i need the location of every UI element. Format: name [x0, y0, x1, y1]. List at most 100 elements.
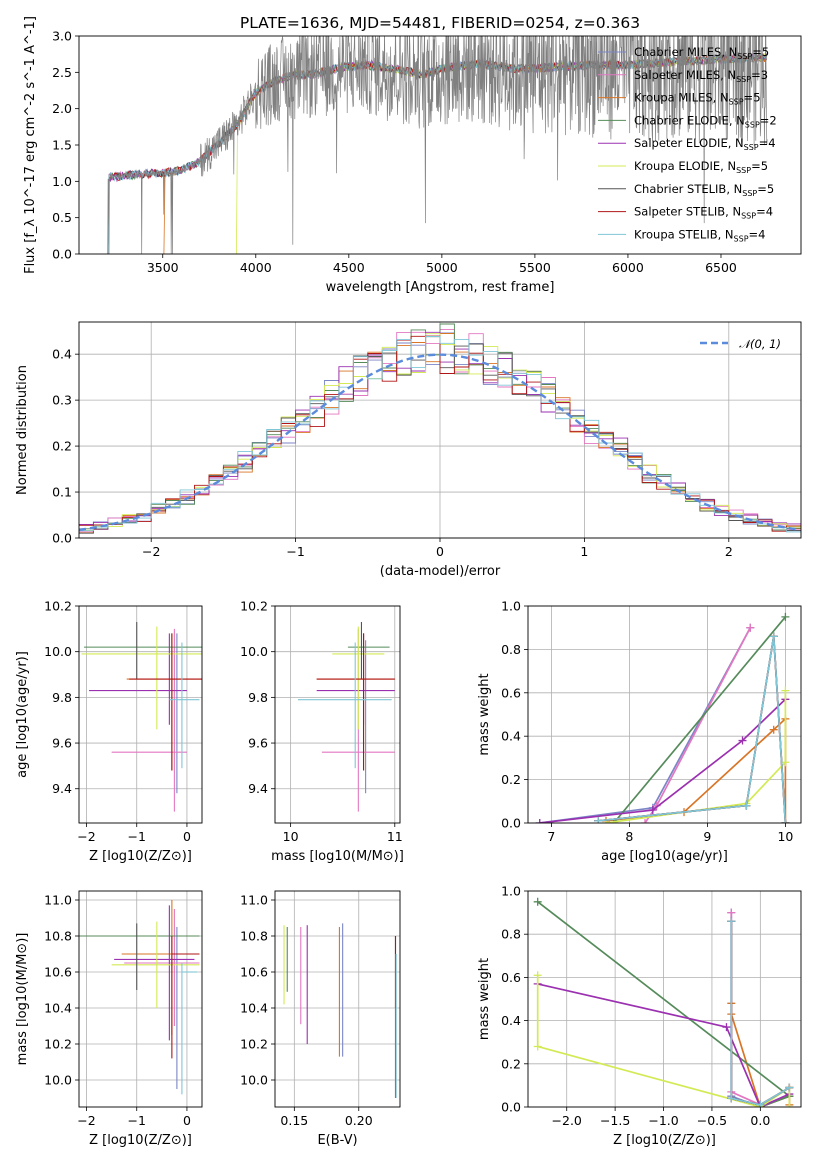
- mass-weight-marker: [746, 623, 755, 632]
- y-tick-label: 10.2: [44, 1037, 72, 1052]
- y-tick-label: 0.0: [52, 531, 72, 546]
- x-tick-label: 4000: [240, 260, 272, 275]
- y-tick-label: 3.0: [52, 29, 72, 44]
- legend-label: Salpeter STELIB, NSSP=4: [634, 205, 773, 221]
- y-tick-label: 9.6: [52, 736, 72, 751]
- mass-weight-marker: [594, 816, 603, 823]
- mass-weight-marker: [781, 686, 790, 695]
- mass-weight-marker: [648, 805, 657, 814]
- mass-weight-marker: [533, 1042, 542, 1051]
- mass-weight-marker: [781, 819, 790, 823]
- y-tick-label: 10.8: [240, 929, 268, 944]
- legend-label: Chabrier STELIB, NSSP=5: [634, 182, 774, 198]
- plot-area: [297, 621, 395, 812]
- y-tick-label: 0.6: [501, 685, 521, 700]
- x-tick-label: −2: [77, 829, 95, 844]
- y-tick-label: 1.5: [52, 138, 72, 153]
- y-axis-label: age [log10(age/yr)]: [15, 651, 30, 778]
- x-axis-label: Z [log10(Z/Z⊙)]: [613, 1133, 716, 1148]
- y-tick-label: 0.2: [501, 1056, 521, 1071]
- mass-weight-line: [598, 636, 787, 823]
- mass-weight-line: [537, 983, 790, 1107]
- plot-area: [533, 897, 794, 1107]
- legend-label: Kroupa STELIB, NSSP=4: [634, 227, 766, 243]
- x-tick-label: 11: [387, 829, 403, 844]
- x-tick-label: 3500: [147, 260, 179, 275]
- x-tick-label: 0: [183, 1113, 191, 1128]
- grid-lines: [79, 605, 202, 823]
- plot-area: [79, 323, 801, 534]
- y-tick-label: 0.8: [501, 927, 521, 942]
- grid-lines: [275, 605, 400, 823]
- x-axis-label: Z [log10(Z/Z⊙)]: [89, 849, 192, 864]
- mass-weight-marker: [785, 1083, 794, 1092]
- x-axis-label: mass [log10(M/M⊙)]: [271, 849, 404, 864]
- axes: 0.15 0.20 10.0 10.2 10.4 10.6 10.8 11.0 E(B-V): [240, 890, 401, 1148]
- x-axis-label: Z [log10(Z/Z⊙)]: [89, 1133, 192, 1148]
- legend-label: 𝒩(0, 1): [739, 337, 781, 351]
- residual-histogram-line: [79, 336, 801, 533]
- x-tick-label: 0.15: [280, 1113, 308, 1128]
- mass-weight-line: [539, 698, 786, 823]
- x-tick-label: −2: [77, 1113, 95, 1128]
- axes-frame: [78, 35, 802, 255]
- mass-vs-reddening-panel: 0.15 0.20 10.0 10.2 10.4 10.6 10.8 11.0 E(B-V): [240, 890, 401, 1148]
- axes-frame: [78, 321, 802, 539]
- age-vs-metallicity-panel: −2 −1 0 9.4 9.6 9.8 10.0 10.2 Z [log10(Z/Z⊙)] age…: [15, 599, 203, 864]
- x-tick-label: 0.20: [345, 1113, 373, 1128]
- x-axis-label: wavelength [Angstrom, rest frame]: [326, 280, 555, 295]
- x-tick-label: 7: [547, 829, 555, 844]
- y-tick-label: 10.2: [44, 599, 72, 614]
- y-tick-label: 10.0: [240, 1073, 268, 1088]
- mass-weight-marker: [781, 612, 790, 621]
- axes-frame: [78, 890, 203, 1108]
- y-tick-label: 0.0: [501, 1100, 521, 1115]
- y-tick-label: 9.8: [52, 690, 72, 705]
- x-tick-label: 6500: [705, 260, 737, 275]
- legend-label: Chabrier MILES, NSSP=5: [634, 45, 769, 61]
- mass-weight-marker: [769, 725, 778, 734]
- x-tick-label: −2: [142, 544, 160, 559]
- legend-label: Kroupa MILES, NSSP=5: [634, 91, 761, 107]
- mass-weight-line: [730, 912, 761, 1106]
- mass-weight-marker: [641, 819, 649, 823]
- y-tick-label: 0.0: [501, 816, 521, 831]
- y-tick-label: 10.0: [44, 644, 72, 659]
- y-tick-label: 9.6: [248, 736, 268, 751]
- y-tick-label: 0.5: [52, 210, 72, 225]
- observed-spectrum-line: [106, 36, 768, 254]
- mass-vs-metallicity-panel: −2 −1 0 10.0 10.2 10.4 10.6 10.8 11.0 Z [log10(Z/…: [15, 890, 203, 1148]
- y-tick-label: 1.0: [501, 884, 521, 899]
- x-tick-label: 4500: [333, 260, 365, 275]
- axes: 7 8 9 10 0.0 0.2 0.4 0.6 0.8 1.0 age [log10(age/yr…: [477, 599, 802, 864]
- x-tick-label: −0.5: [697, 1113, 727, 1128]
- y-tick-label: 0.4: [501, 729, 521, 744]
- axes: −2 −1 0 9.4 9.6 9.8 10.0 10.2 Z [log10(Z/Z⊙)] age…: [15, 599, 203, 864]
- y-axis-label: mass [log10(M/M⊙)]: [15, 933, 30, 1066]
- x-tick-label: 8: [625, 829, 633, 844]
- axes-frame: [274, 605, 401, 824]
- mass-weight-marker: [533, 897, 542, 906]
- x-tick-label: −2.0: [552, 1113, 582, 1128]
- x-tick-label: −1: [128, 1113, 146, 1128]
- legend: Chabrier MILES, NSSP=5 Salpeter MILES, NS…: [598, 45, 777, 243]
- mass-weight-marker: [535, 819, 544, 823]
- y-tick-label: 9.4: [52, 781, 72, 796]
- y-tick-label: 11.0: [240, 893, 268, 908]
- x-tick-label: 9: [703, 829, 711, 844]
- mass-weight-marker: [769, 632, 778, 641]
- y-axis-label: Normed distribution: [15, 365, 30, 495]
- x-tick-label: −1: [128, 829, 146, 844]
- x-tick-label: 10: [283, 829, 299, 844]
- y-tick-label: 0.4: [52, 347, 72, 362]
- mass-weight-marker: [609, 819, 618, 823]
- mass-weight-marker: [781, 758, 790, 767]
- mass-weight-marker: [727, 908, 736, 917]
- x-tick-label: −1.5: [600, 1113, 630, 1128]
- mass-weight-marker: [785, 1103, 794, 1107]
- mass-weight-marker: [727, 917, 736, 926]
- y-tick-label: 0.8: [501, 642, 521, 657]
- y-tick-label: 10.8: [44, 929, 72, 944]
- mass-weight-line: [539, 627, 752, 823]
